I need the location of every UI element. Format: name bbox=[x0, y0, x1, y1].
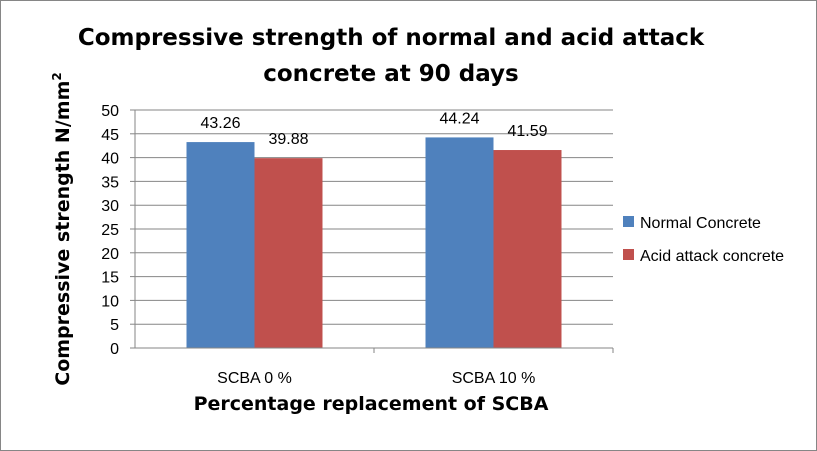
y-tick-label: 5 bbox=[110, 317, 119, 334]
chart-title-line-1: Compressive strength of normal and acid … bbox=[78, 25, 705, 51]
y-tick-label: 35 bbox=[101, 174, 119, 191]
x-tick-label: SCBA 10 % bbox=[452, 370, 536, 387]
bar bbox=[254, 158, 323, 348]
y-tick-label: 40 bbox=[101, 151, 119, 168]
y-tick-label: 30 bbox=[101, 198, 119, 215]
data-labels: 43.26 39.88 44.24 41.59 bbox=[200, 110, 547, 148]
y-tick-label: 45 bbox=[101, 127, 119, 144]
y-tick-label: 50 bbox=[101, 103, 119, 120]
data-label: 43.26 bbox=[200, 115, 240, 132]
legend-swatch-normal bbox=[623, 216, 634, 227]
x-tick-labels: SCBA 0 % SCBA 10 % bbox=[217, 370, 535, 387]
legend-swatch-acid bbox=[623, 249, 634, 260]
data-label: 44.24 bbox=[439, 110, 479, 127]
y-tick-label: 10 bbox=[101, 293, 119, 310]
y-tick-label: 25 bbox=[101, 222, 119, 239]
legend-label-acid: Acid attack concrete bbox=[640, 248, 784, 265]
bars bbox=[186, 137, 562, 348]
bar bbox=[425, 137, 494, 348]
y-tick-labels: 0 5 10 15 20 25 30 35 40 45 50 bbox=[101, 103, 119, 358]
legend: Normal Concrete Acid attack concrete bbox=[623, 215, 784, 265]
x-tick-label: SCBA 0 % bbox=[217, 370, 292, 387]
bar bbox=[186, 142, 255, 348]
data-label: 39.88 bbox=[268, 131, 308, 148]
chart-title-line-2: concrete at 90 days bbox=[263, 61, 518, 87]
legend-label-normal: Normal Concrete bbox=[640, 215, 761, 232]
x-axis-title: Percentage replacement of SCBA bbox=[194, 393, 549, 415]
data-label: 41.59 bbox=[507, 123, 547, 140]
bar bbox=[493, 150, 562, 348]
y-axis-title: Compressive strength N/mm2 bbox=[50, 72, 74, 385]
y-tick-label: 15 bbox=[101, 270, 119, 287]
y-tick-label: 0 bbox=[110, 341, 119, 358]
y-axis-title-main: Compressive strength N/mm bbox=[52, 81, 74, 386]
y-axis-title-superscript: 2 bbox=[50, 72, 64, 80]
y-tick-label: 20 bbox=[101, 246, 119, 263]
